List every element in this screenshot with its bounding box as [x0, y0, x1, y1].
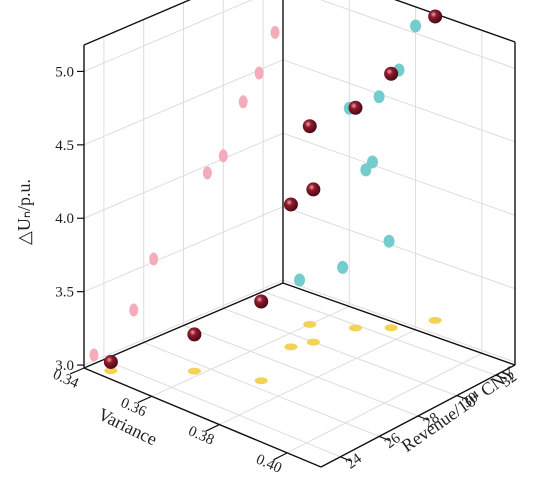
projection-points: [89, 19, 442, 385]
left-wall-grid: [83, 0, 284, 366]
data-points: [103, 9, 443, 369]
frame-edge: [83, 282, 284, 369]
grid-line: [83, 59, 284, 146]
grid-line: [83, 0, 253, 72]
grid-line: [319, 0, 516, 69]
grid-line: [223, 308, 457, 397]
projection-point-floor: [254, 377, 268, 385]
grid-line: [262, 291, 496, 376]
x-tick-mark: [273, 452, 288, 461]
data-point: [348, 100, 363, 115]
chart-frame: [83, 0, 516, 468]
projection-point-back-wall: [337, 260, 349, 274]
data-point: [306, 182, 321, 197]
projection-point-back-wall: [360, 163, 372, 177]
projection-point-floor: [104, 367, 118, 375]
grid-line: [143, 342, 380, 437]
projection-point-back-wall: [294, 273, 306, 287]
frame-edge: [394, 0, 516, 43]
data-point: [254, 294, 269, 309]
projection-point-left-wall: [254, 66, 264, 80]
projection-point-floor: [284, 343, 298, 351]
y-tick-mark: [340, 456, 351, 462]
y-axis-label: Revenue/10⁴ CNY: [398, 362, 520, 456]
projection-point-left-wall: [149, 252, 159, 266]
projection-point-back-wall: [366, 155, 378, 169]
x-tick-label: 0.40: [254, 452, 284, 477]
projection-point-back-wall: [383, 234, 395, 248]
frame-edge: [282, 282, 516, 366]
projection-point-floor: [303, 320, 317, 328]
projection-point-left-wall: [89, 348, 99, 362]
grid-line: [282, 206, 516, 290]
x-tick-mark: [205, 424, 220, 432]
grid-line: [282, 132, 516, 216]
projection-point-left-wall: [238, 95, 248, 109]
projection-point-back-wall: [410, 19, 422, 33]
grid-line: [83, 206, 284, 293]
data-point: [187, 327, 202, 342]
projection-point-floor: [187, 367, 201, 375]
data-point: [384, 66, 399, 81]
projection-point-floor: [384, 324, 398, 332]
y-tick-mark: [456, 395, 468, 400]
z-tick-label: 3.0: [55, 358, 74, 374]
frame-edge: [83, 0, 192, 46]
y-tick-mark: [417, 415, 429, 421]
projection-point-floor: [428, 316, 442, 324]
data-point: [283, 197, 298, 212]
grid-line: [282, 279, 516, 363]
grid-line: [183, 325, 419, 417]
back-wall-grid: [282, 0, 516, 363]
grid-line: [103, 359, 341, 458]
x-tick-label: 0.38: [186, 423, 216, 448]
projection-point-left-wall: [129, 303, 139, 317]
z-tick-label: 4.5: [55, 138, 74, 154]
grid-line: [282, 59, 516, 143]
z-tick-label: 4.0: [55, 211, 74, 227]
grid-line: [83, 279, 284, 366]
projection-point-floor: [306, 338, 320, 346]
data-point: [302, 119, 317, 134]
projection-point-left-wall: [270, 25, 280, 39]
projection-point-left-wall: [218, 149, 228, 163]
z-tick-label: 3.5: [55, 285, 74, 301]
z-axis-label: △Uₙ/p.u.: [14, 179, 34, 245]
y-tick-mark: [378, 435, 390, 441]
data-point: [428, 9, 443, 24]
grid-line: [83, 132, 284, 219]
x-tick-mark: [137, 395, 152, 404]
projection-point-left-wall: [202, 166, 212, 180]
frame-edge: [83, 367, 322, 468]
projection-point-floor: [348, 324, 362, 332]
data-point: [103, 354, 118, 369]
axis-ticks: 3.03.54.04.55.00.340.360.380.40 242628303…: [50, 64, 520, 476]
z-tick-label: 5.0: [55, 64, 74, 80]
projection-point-back-wall: [373, 90, 385, 104]
x-tick-mark: [69, 367, 85, 375]
y-tick-mark: [495, 374, 506, 380]
